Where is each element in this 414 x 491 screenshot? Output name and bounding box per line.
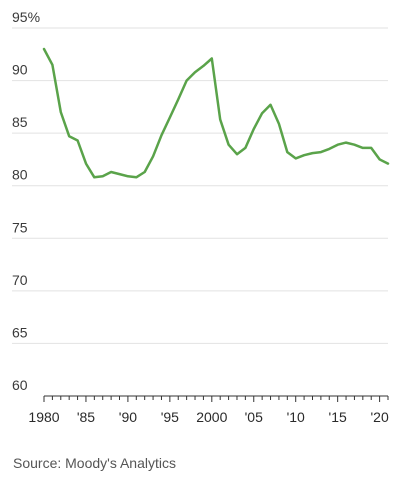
x-tick-label-2005: '05 [245, 409, 263, 425]
x-axis-tick-labels: 1980 '85 '90 '95 2000 '05 '10 '15 '20 [28, 409, 389, 425]
series-line-0 [42, 47, 390, 179]
x-tick-label-2000: 2000 [196, 409, 227, 425]
y-tick-label-80: 80 [12, 167, 28, 183]
x-tick-label-2010: '10 [287, 409, 305, 425]
y-tick-label-65: 65 [12, 324, 28, 340]
y-axis-tick-labels: 95% 90 85 80 75 70 65 60 [12, 9, 40, 393]
x-tick-label-1980: 1980 [28, 409, 59, 425]
y-tick-label-70: 70 [12, 272, 28, 288]
y-tick-label-95: 95% [12, 9, 40, 25]
y-tick-label-60: 60 [12, 377, 28, 393]
y-tick-label-85: 85 [12, 114, 28, 130]
y-tick-label-90: 90 [12, 62, 28, 78]
x-tick-label-2020: '20 [370, 409, 388, 425]
series-layer [42, 47, 390, 179]
x-tick-label-2015: '15 [329, 409, 347, 425]
source-note: Source: Moody's Analytics [13, 455, 176, 471]
line-chart: 95% 90 85 80 75 70 65 60 1980 '85 '90 '95 2000 '05 '1… [12, 9, 390, 425]
y-tick-label-75: 75 [12, 219, 28, 235]
gridlines [12, 27, 388, 344]
x-tick-label-1990: '90 [119, 409, 137, 425]
x-tick-label-1995: '95 [161, 409, 179, 425]
x-axis [43, 395, 389, 402]
x-tick-label-1985: '85 [77, 409, 95, 425]
